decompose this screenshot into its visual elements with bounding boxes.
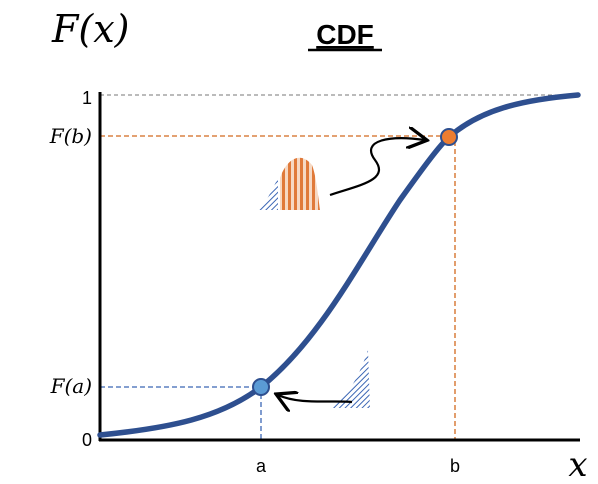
icon-left-tail xyxy=(258,178,278,210)
title: CDF xyxy=(316,19,374,50)
y-axis-label: F(x) xyxy=(51,7,129,51)
y-label-fa: F(a) xyxy=(50,374,92,398)
x-label-a: a xyxy=(256,456,267,476)
point-a xyxy=(253,379,269,395)
x-label-b: b xyxy=(450,456,460,476)
x-axis-label: x xyxy=(568,445,587,484)
icon-cdf-a xyxy=(330,350,370,408)
y-label-fb: F(b) xyxy=(49,124,92,148)
point-b xyxy=(441,129,457,145)
icon-middle xyxy=(280,158,320,210)
y-label-0: 0 xyxy=(82,430,92,450)
arrow-a xyxy=(278,395,352,402)
y-label-1: 1 xyxy=(82,88,92,108)
diagram: F(x) CDF 1 F(b) F(a) 0 a b x xyxy=(0,0,598,484)
cdf-curve xyxy=(100,95,578,435)
